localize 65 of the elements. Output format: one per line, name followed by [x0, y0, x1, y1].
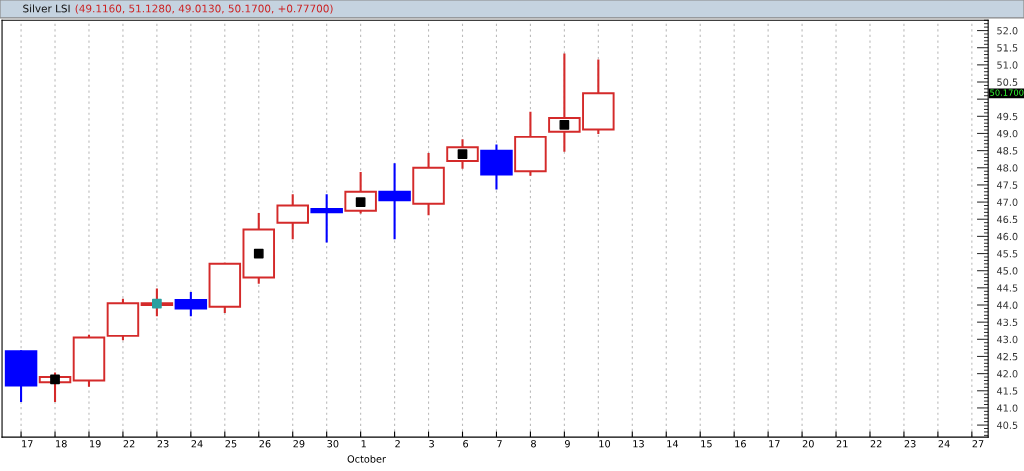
x-tick-label: 30 [327, 440, 339, 448]
x-tick-label: 23 [904, 440, 916, 448]
candlestick [378, 163, 411, 240]
candlestick [276, 194, 309, 240]
chart-title: Silver LSI [23, 4, 70, 13]
y-tick-label: 44.5 [996, 284, 1018, 292]
x-tick-label: 21 [836, 440, 848, 448]
x-tick-label: 16 [735, 440, 746, 448]
x-tick-label: 8 [531, 440, 536, 448]
x-tick-label: 3 [429, 440, 434, 448]
y-tick-label: 46.5 [996, 215, 1018, 224]
y-tick-label: 51.5 [997, 44, 1018, 52]
x-tick-label: 14 [667, 440, 679, 448]
y-tick-label: 49.5 [996, 112, 1018, 121]
y-tick-label: 43.5 [996, 318, 1018, 326]
x-tick-label: 10 [599, 440, 611, 448]
y-tick-label: 51.0 [997, 61, 1018, 69]
x-tick-label: 6 [463, 440, 469, 448]
y-tick-label: 49.0 [996, 129, 1018, 138]
text: October [347, 455, 386, 463]
x-tick-label: 22 [123, 440, 135, 448]
x-tick-label: 29 [293, 440, 305, 448]
x-tick-label: 22 [870, 440, 882, 448]
y-tick-label: 45.5 [996, 250, 1018, 258]
x-tick-label: 17 [22, 440, 33, 448]
x-tick-label: 18 [56, 440, 67, 448]
text: 50.1700 [990, 89, 1024, 96]
y-tick-label: 41.0 [996, 404, 1018, 412]
y-tick-label: 44.0 [996, 301, 1018, 309]
candlestick [72, 334, 106, 387]
y-tick-label: 42.5 [996, 352, 1018, 361]
x-tick-label: 2 [395, 440, 400, 448]
x-tick-label: 1 [361, 440, 366, 448]
y-tick-label: 42.0 [996, 370, 1018, 378]
y-tick-label: 48.0 [996, 164, 1018, 172]
y-tick-label: 43.0 [996, 335, 1018, 344]
x-tick-label: 19 [90, 440, 101, 448]
y-tick-label: 52.0 [997, 27, 1018, 35]
chart-subtitle: (49.1160, 51.1280, 49.0130, 50.1700, +0.77700) [75, 4, 333, 14]
x-tick-label: 17 [769, 440, 780, 448]
y-tick-label: 50.5 [997, 78, 1018, 86]
candlestick [514, 111, 547, 176]
x-tick-label: 9 [564, 440, 570, 448]
candlestick [242, 213, 276, 284]
y-tick-label: 47.0 [996, 198, 1018, 206]
x-tick-label: 23 [157, 440, 169, 448]
y-tick-label: 41.5 [996, 387, 1018, 395]
x-tick-label: 27 [972, 440, 984, 448]
x-tick-label: 20 [802, 440, 814, 448]
y-tick-label: 47.5 [996, 181, 1018, 189]
x-tick-label: 25 [225, 440, 237, 448]
candlestick [412, 153, 445, 216]
y-tick-label: 45.0 [996, 267, 1018, 275]
y-tick-label: 40.5 [996, 421, 1018, 429]
candlestick [480, 144, 513, 190]
x-tick-label: 7 [497, 440, 502, 448]
x-tick-label: 13 [633, 440, 644, 448]
x-tick-label: 24 [938, 440, 950, 448]
y-tick-label: 46.0 [996, 232, 1018, 241]
candlestick [174, 291, 208, 317]
x-tick-label: 24 [191, 440, 203, 448]
y-tick-label: 48.5 [996, 147, 1018, 155]
x-tick-label: 15 [701, 440, 712, 448]
candlestick [310, 194, 343, 243]
x-tick-label: 26 [259, 440, 271, 448]
